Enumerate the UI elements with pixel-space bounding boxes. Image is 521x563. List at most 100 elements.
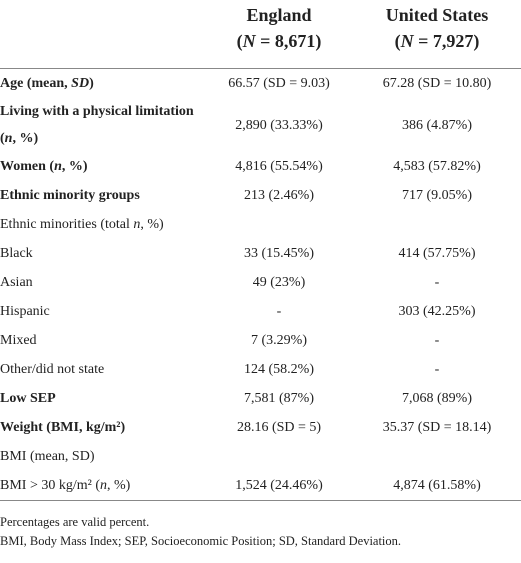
text-segment: n xyxy=(133,217,141,232)
table-body: Age (mean, SD) 66.57 (SD = 9.03) 67.28 (SD… xyxy=(0,69,521,501)
cell: 35.37 (SD = 18.14) xyxy=(382,420,492,435)
text-segment: , %) xyxy=(106,478,131,493)
text-segment: BMI > 30 kg/m² ( xyxy=(0,478,100,493)
cell: 33 (15.45%) xyxy=(244,246,314,261)
column-header: England (N = 8,671) xyxy=(205,0,353,69)
text-segment: , %) xyxy=(61,159,88,174)
text-segment: n xyxy=(54,159,62,174)
cell: - xyxy=(434,333,440,348)
cell xyxy=(353,210,521,239)
column-name: United States xyxy=(385,5,489,25)
column-name: England xyxy=(246,5,312,25)
cell xyxy=(353,442,521,471)
row-label: BMI (mean, SD) xyxy=(0,442,205,471)
text-segment: Other/did not state xyxy=(0,362,105,377)
table-row: Age (mean, SD) 66.57 (SD = 9.03) 67.28 (SD… xyxy=(0,69,521,99)
row-label: Age (mean, SD) xyxy=(0,69,205,99)
text-segment: Hispanic xyxy=(0,304,50,319)
text-segment: Ethnic minorities (total xyxy=(0,217,134,232)
row-label: Asian xyxy=(0,268,205,297)
cell: 66.57 (SD = 9.03) xyxy=(228,76,330,91)
table-row: Other/did not state 124 (58.2%) - xyxy=(0,355,521,384)
table-row: BMI (mean, SD) xyxy=(0,442,521,471)
row-label: Weight (BMI, kg/m²) xyxy=(0,413,205,442)
row-label: Ethnic minorities (total n, %) xyxy=(0,210,205,239)
table-row: Ethnic minorities (total n, %) xyxy=(0,210,521,239)
cell: 7,581 (87%) xyxy=(244,391,314,406)
cell: 28.16 (SD = 5) xyxy=(236,420,322,435)
text-segment: Asian xyxy=(0,275,33,290)
table-row: Women (n, %) 4,816 (55.54%) 4,583 (57.82%) xyxy=(0,152,521,181)
column-n: (N = 7,927) xyxy=(353,28,521,54)
text-segment: Weight (BMI, kg/m²) xyxy=(0,420,126,435)
table-row: Black 33 (15.45%) 414 (57.75%) xyxy=(0,239,521,268)
text-segment: N xyxy=(400,31,414,51)
cell xyxy=(205,442,353,471)
cell: 303 (42.25%) xyxy=(398,304,476,319)
cell: 4,874 (61.58%) xyxy=(353,471,521,501)
cell: 49 (23%) xyxy=(252,275,306,290)
text-segment: Black xyxy=(0,246,33,261)
row-label: Mixed xyxy=(0,326,205,355)
text-segment: n xyxy=(4,131,13,146)
text-segment: ( xyxy=(394,31,401,51)
table-row: BMI > 30 kg/m² (n, %) 1,524 (24.46%) 4,874… xyxy=(0,471,521,501)
text-segment: Women ( xyxy=(0,159,55,174)
cell xyxy=(205,210,353,239)
column-n: (N = 8,671) xyxy=(205,28,353,54)
cell: 414 (57.75%) xyxy=(398,246,476,261)
row-label: Ethnic minority groups xyxy=(0,181,205,210)
footnotes: Percentages are valid percent. BMI, Body … xyxy=(0,513,521,551)
text-segment: Living with a physical limitation ( xyxy=(0,104,194,146)
text-segment: ( xyxy=(236,31,243,51)
cell: 67.28 (SD = 10.80) xyxy=(382,76,492,91)
text-segment: = 7,927) xyxy=(413,31,480,51)
cell: 2,890 (33.33%) xyxy=(235,117,323,133)
row-label: Living with a physical limitation (n, %) xyxy=(0,98,205,152)
table-row: Asian 49 (23%) - xyxy=(0,268,521,297)
table-row: Low SEP 7,581 (87%) 7,068 (89%) xyxy=(0,384,521,413)
cell: - xyxy=(434,362,440,377)
table-row: Hispanic - 303 (42.25%) xyxy=(0,297,521,326)
corner xyxy=(0,0,205,69)
text-segment: n xyxy=(99,478,107,493)
row-label: Other/did not state xyxy=(0,355,205,384)
cell: - xyxy=(434,275,440,290)
row-label: Women (n, %) xyxy=(0,152,205,181)
cell: 717 (9.05%) xyxy=(402,188,472,203)
cell: 386 (4.87%) xyxy=(402,117,472,133)
row-label: Low SEP xyxy=(0,384,205,413)
row-label: BMI > 30 kg/m² (n, %) xyxy=(0,471,205,501)
text-segment: ) xyxy=(89,76,94,91)
cell: 1,524 (24.46%) xyxy=(205,471,353,501)
cell: - xyxy=(276,304,282,319)
cell: 124 (58.2%) xyxy=(244,362,314,377)
text-segment: Mixed xyxy=(0,333,37,348)
header-row: England (N = 8,671) United States (N = 7,92… xyxy=(0,0,521,69)
cell: 7,068 (89%) xyxy=(402,391,472,406)
footnote: BMI, Body Mass Index; SEP, Socioeconomic… xyxy=(0,534,402,548)
text-segment: N xyxy=(242,31,256,51)
data-table: England (N = 8,671) United States (N = 7,92… xyxy=(0,0,521,501)
row-label: Black xyxy=(0,239,205,268)
text-segment: Ethnic minority groups xyxy=(0,188,140,203)
text-segment: SD xyxy=(71,76,90,91)
text-segment: = 8,671) xyxy=(255,31,322,51)
text-segment: Low SEP xyxy=(0,391,56,406)
table-row: Living with a physical limitation (n, %)… xyxy=(0,98,521,152)
cell: 4,816 (55.54%) xyxy=(235,159,323,174)
text-segment: , %) xyxy=(12,131,39,146)
text-segment: Age (mean, xyxy=(0,76,72,91)
column-header: United States (N = 7,927) xyxy=(353,0,521,69)
cell: 4,583 (57.82%) xyxy=(393,159,481,174)
table-row: Ethnic minority groups 213 (2.46%) 717 (9.… xyxy=(0,181,521,210)
table-row: Mixed 7 (3.29%) - xyxy=(0,326,521,355)
table-row: Weight (BMI, kg/m²) 28.16 (SD = 5) 35.37 (… xyxy=(0,413,521,442)
cell: 213 (2.46%) xyxy=(244,188,314,203)
table-header: England (N = 8,671) United States (N = 7,92… xyxy=(0,0,521,69)
row-label: Hispanic xyxy=(0,297,205,326)
text-segment: BMI (mean, SD) xyxy=(0,449,95,464)
text-segment: , %) xyxy=(140,217,164,232)
footnote: Percentages are valid percent. xyxy=(0,515,150,529)
